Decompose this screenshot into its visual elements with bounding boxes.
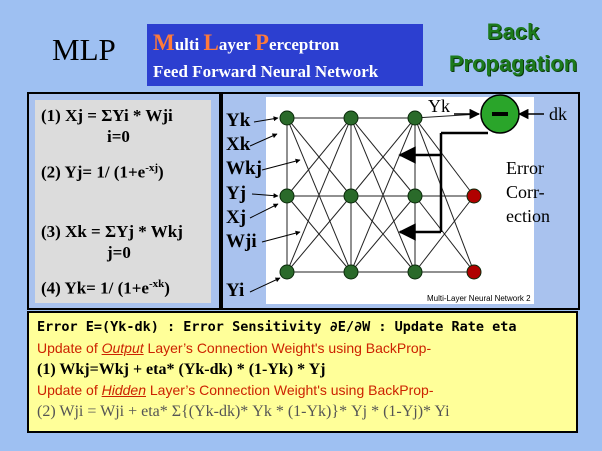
title-line-1: Multi Layer Perceptron	[153, 30, 339, 56]
formula-2-post: )	[158, 162, 164, 182]
neuron-2-2	[407, 264, 423, 280]
formula-2: (2) Yj= 1/ (1+e-xj)	[41, 162, 164, 183]
yk-output-label: Yk	[428, 96, 450, 116]
formula-4: (4) Yk= 1/ (1+e-xk)	[41, 278, 170, 299]
title-rest-m: ulti	[174, 35, 204, 54]
title-cap-l: L	[203, 30, 219, 55]
neuron-0-2	[279, 264, 295, 280]
hidden-update-pre: Update of	[37, 382, 102, 398]
connection-1-1-0	[350, 117, 416, 197]
hidden-update-post: Layer’s Connection Weight's using BackPr…	[145, 382, 434, 398]
neuron-1-2	[343, 264, 359, 280]
network-caption: Multi-Layer Neural Network 2	[427, 294, 531, 303]
connection-0-2-0	[286, 117, 352, 273]
output-update-heading: Update of Output Layer’s Connection Weig…	[37, 340, 431, 356]
hidden-weight-formula: (2) Wji = Wji + eta* Σ{(Yk-dk)* Yk * (1-…	[37, 403, 450, 420]
connection-0-2-1	[286, 195, 352, 273]
formula-panel: (1) Xj = ΣYi * Wji i=0 (2) Yj= 1/ (1+e-x…	[35, 100, 211, 303]
output-word: Output	[101, 340, 144, 356]
label-yj: Yj	[226, 183, 247, 204]
formula-3: (3) Xk = ΣYj * Wkj	[41, 222, 183, 241]
formula-2-pre: (2) Yj= 1/ (1+e	[41, 162, 146, 182]
network-nodes	[279, 110, 482, 280]
label-pointer-3	[251, 193, 279, 199]
label-pointer-6	[249, 277, 281, 293]
output-link-a-0	[414, 117, 475, 197]
label-xk: Xk	[226, 134, 251, 155]
label-pointers	[249, 116, 301, 293]
output-weight-formula: (1) Wkj=Wkj + eta* (Yk-dk) * (1-Yk) * Yj	[37, 361, 326, 378]
formula-1-sub: i=0	[107, 127, 130, 146]
label-pointer-4	[249, 203, 279, 219]
neuron-0-0	[279, 110, 295, 126]
label-yi: Yi	[226, 280, 245, 301]
formula-2-sup: -xj	[145, 162, 159, 174]
label-xj: Xj	[226, 207, 247, 228]
error-label-2: Corr-	[506, 182, 545, 202]
dk-target-label: dk	[549, 104, 567, 124]
title-box: Multi Layer Perceptron Feed Forward Neur…	[147, 24, 423, 86]
error-label-3: ection	[506, 206, 550, 226]
label-pointer-1	[249, 133, 278, 147]
connection-1-2-1	[350, 195, 416, 273]
output-link-a-2	[414, 195, 475, 273]
label-pointer-5	[261, 230, 301, 243]
output-link-b-0	[414, 117, 475, 273]
error-definition-line: Error E=(Yk-dk) : Error Sensitivity ∂E/∂…	[37, 319, 517, 335]
network-canvas	[266, 97, 534, 304]
formula-3-sub: j=0	[107, 243, 131, 262]
error-label-1: Error	[506, 158, 544, 178]
mlp-heading: MLP	[52, 32, 116, 67]
title-cap-m: M	[153, 30, 175, 55]
neuron-2-0	[407, 110, 423, 126]
label-yk: Yk	[226, 110, 251, 131]
output-neuron-lower	[466, 264, 482, 280]
connection-1-2-0	[350, 117, 416, 273]
neuron-1-0	[343, 110, 359, 126]
hidden-update-heading: Update of Hidden Layer’s Connection Weig…	[37, 382, 433, 398]
connection-0-1-0	[286, 117, 352, 197]
title-line-2: Feed Forward Neural Network	[153, 62, 379, 81]
output-update-pre: Update of	[37, 340, 102, 356]
hidden-word: Hidden	[101, 382, 146, 398]
label-pointer-2	[261, 158, 301, 171]
propagation-word: Propagation	[448, 51, 578, 76]
output-update-post: Layer’s Connection Weight's using BackPr…	[143, 340, 432, 356]
formula-4-sup: -xk	[148, 278, 165, 290]
formula-1: (1) Xj = ΣYi * Wji	[41, 106, 173, 125]
neuron-0-1	[279, 188, 295, 204]
title-rest-l: ayer	[218, 35, 255, 54]
formula-4-pre: (4) Yk= 1/ (1+e	[41, 278, 149, 298]
back-propagation-heading: Back Propagation	[438, 16, 588, 80]
update-rules-panel: Error E=(Yk-dk) : Error Sensitivity ∂E/∂…	[27, 311, 578, 433]
label-wkj: Wkj	[226, 158, 262, 179]
neuron-1-1	[343, 188, 359, 204]
neuron-2-1	[407, 188, 423, 204]
back-word: Back	[486, 19, 540, 44]
formula-4-post: )	[164, 278, 170, 298]
label-pointer-0	[253, 116, 279, 123]
label-wji: Wji	[226, 231, 257, 252]
network-connections	[286, 113, 480, 273]
error-feedback-loop	[398, 131, 488, 241]
title-rest-p: erceptron	[268, 35, 340, 54]
title-cap-p: P	[254, 30, 269, 55]
output-neuron-upper	[466, 188, 482, 204]
